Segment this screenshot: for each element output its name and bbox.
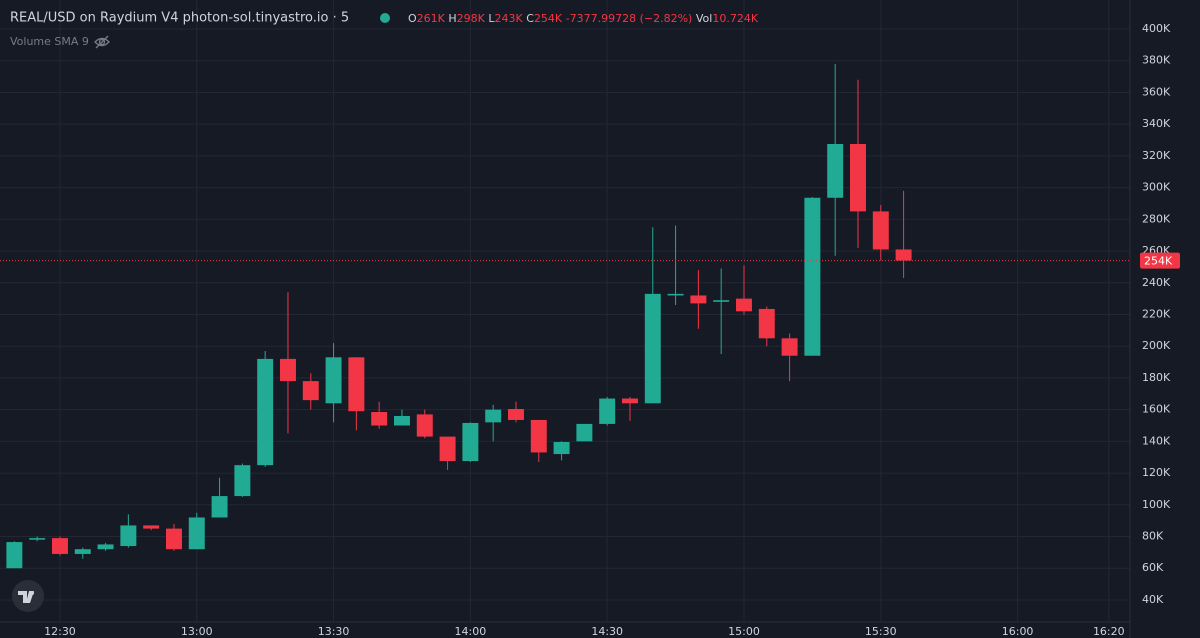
candle-body: [736, 298, 752, 312]
candle-body: [485, 409, 502, 423]
candle-body: [758, 308, 775, 339]
y-tick-label: 100K: [1142, 498, 1171, 511]
candle-body: [850, 144, 866, 212]
candle-body: [325, 357, 342, 404]
candle-body: [348, 357, 365, 412]
candle-body: [439, 436, 456, 462]
candle-body: [188, 517, 205, 550]
y-tick-label: 180K: [1142, 371, 1171, 384]
candle-body: [393, 415, 410, 426]
candle-body: [690, 295, 707, 304]
candle-body: [462, 422, 479, 462]
x-tick-label: 14:00: [455, 625, 487, 638]
candle-body: [29, 538, 46, 540]
candle-body: [667, 293, 684, 296]
candle-body: [781, 338, 798, 356]
status-dot: [380, 13, 390, 23]
candle-body: [507, 409, 524, 420]
y-tick-label: 300K: [1142, 181, 1171, 194]
x-tick-label: 13:30: [318, 625, 350, 638]
candle-body: [302, 381, 319, 401]
candle-body: [895, 249, 912, 261]
candle-body: [599, 398, 616, 424]
candle-body: [530, 419, 547, 453]
grid: [0, 0, 1130, 622]
indicator-label: Volume SMA 9: [10, 35, 89, 48]
candle-body: [804, 197, 821, 356]
candle-body: [74, 549, 91, 554]
candle-body: [713, 300, 730, 302]
y-tick-label: 400K: [1142, 22, 1171, 35]
y-tick-label: 340K: [1142, 117, 1171, 130]
y-tick-label: 220K: [1142, 307, 1171, 320]
candle-body: [143, 525, 160, 529]
y-tick-label: 380K: [1142, 54, 1171, 67]
y-tick-label: 120K: [1142, 466, 1171, 479]
legend-value: 298K: [457, 12, 486, 25]
y-tick-label: 80K: [1142, 530, 1164, 543]
legend-value: 10.724K: [712, 12, 758, 25]
legend-change: -7377.99728 (−2.82%): [566, 12, 693, 25]
candle-body: [553, 441, 570, 455]
candle-body: [97, 544, 114, 550]
legend-key: H: [448, 12, 456, 25]
candle-body: [644, 293, 661, 404]
y-tick-label: 200K: [1142, 339, 1171, 352]
legend-key: C: [526, 12, 534, 25]
legend-key: O: [408, 12, 417, 25]
legend-key: L: [488, 12, 495, 25]
candle-body: [416, 414, 433, 437]
y-tick-label: 240K: [1142, 276, 1171, 289]
candle-body: [827, 144, 844, 198]
y-tick-label: 40K: [1142, 593, 1164, 606]
y-tick-label: 140K: [1142, 434, 1171, 447]
last-price-label: 254K: [1144, 255, 1173, 268]
y-tick-label: 320K: [1142, 149, 1171, 162]
ohlc-legend: O261K H298K L243K C254K -7377.99728 (−2.…: [408, 12, 759, 25]
candle-body: [120, 525, 137, 547]
x-tick-label: 12:30: [44, 625, 76, 638]
x-tick-label: 16:00: [1002, 625, 1034, 638]
candle-body: [872, 211, 889, 250]
candle-body: [576, 423, 593, 442]
candle-body: [279, 358, 296, 382]
y-tick-label: 280K: [1142, 212, 1171, 225]
y-tick-label: 360K: [1142, 85, 1171, 98]
x-tick-label: 15:30: [865, 625, 897, 638]
candle-body: [51, 538, 68, 554]
candle-body: [234, 465, 251, 497]
last-price-tag: [1140, 252, 1180, 269]
candle-body: [165, 528, 182, 550]
candle-body: [6, 542, 23, 569]
y-tick-label: 160K: [1142, 403, 1171, 416]
candle-body: [622, 398, 638, 404]
candle-body: [371, 412, 388, 426]
candle-body: [211, 496, 228, 518]
x-tick-label: 16:20: [1093, 625, 1125, 638]
x-tick-label: 14:30: [591, 625, 623, 638]
candles: [6, 63, 912, 569]
candle-body: [257, 358, 274, 466]
x-tick-label: 13:00: [181, 625, 213, 638]
chart-title: REAL/USD on Raydium V4 photon-sol.tinyas…: [10, 11, 349, 26]
legend-value: 261K: [417, 12, 446, 25]
legend-value: 254K: [534, 12, 563, 25]
legend-value: 243K: [495, 12, 524, 25]
hide-icon[interactable]: [94, 35, 110, 49]
legend-key: Vol: [696, 12, 712, 25]
y-tick-label: 60K: [1142, 561, 1164, 574]
logo[interactable]: [12, 580, 44, 612]
x-tick-label: 15:00: [728, 625, 760, 638]
